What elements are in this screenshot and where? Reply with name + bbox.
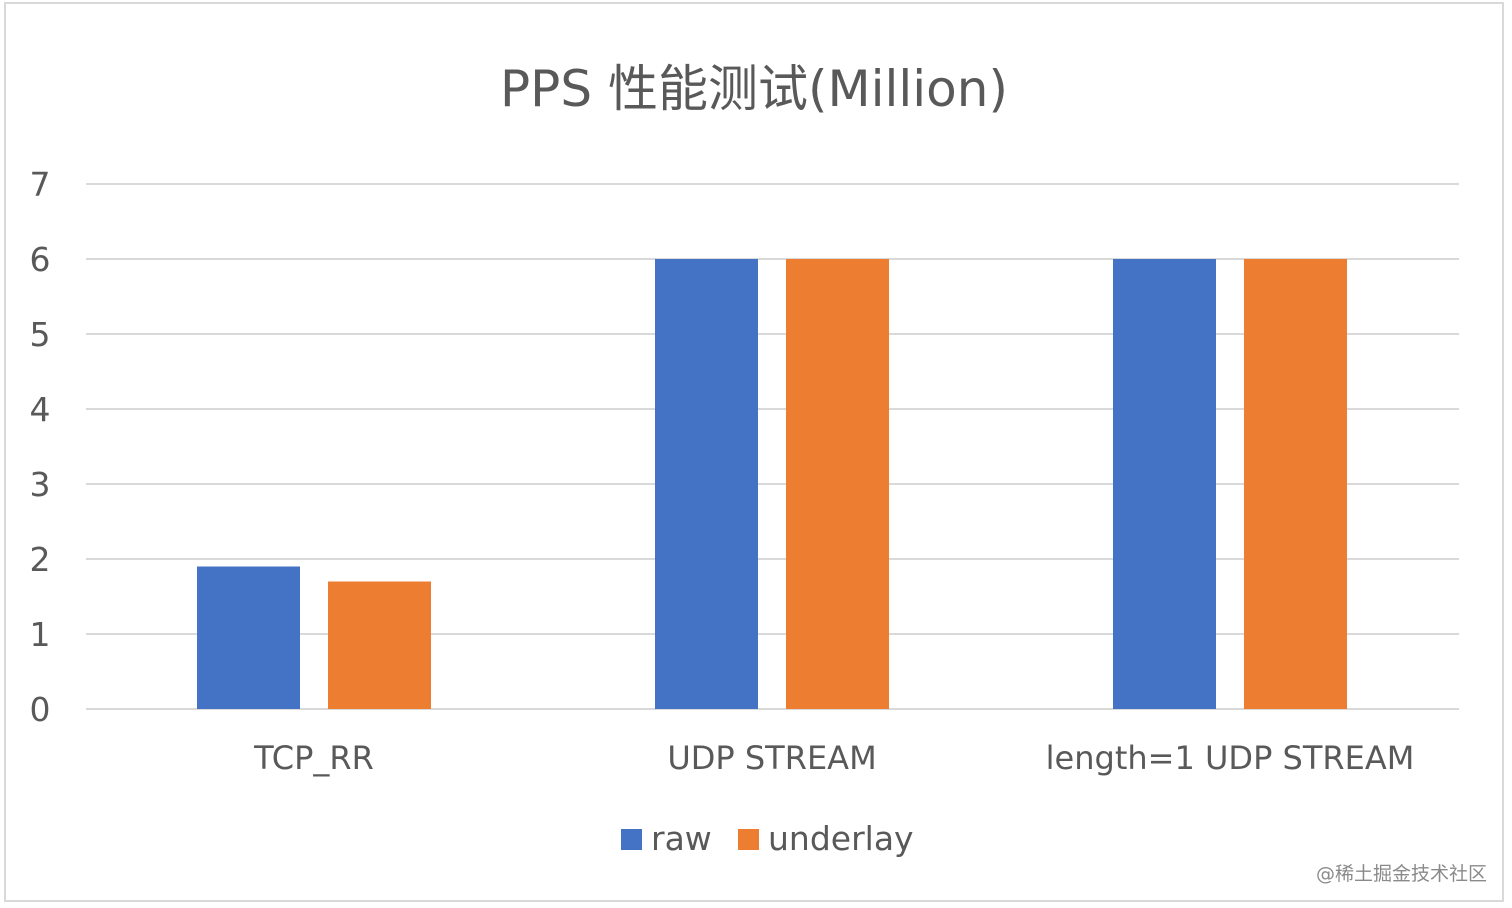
watermark-text: @稀土掘金技术社区: [1316, 863, 1487, 885]
bar-raw-1: [655, 259, 758, 709]
y-tick-label: 1: [30, 615, 51, 654]
x-axis-ticks: TCP_RR UDP STREAM length=1 UDP STREAM: [253, 739, 1414, 777]
bar-underlay-1: [786, 259, 889, 709]
bar-underlay-2: [1244, 259, 1347, 709]
x-tick-label: length=1 UDP STREAM: [1046, 739, 1415, 777]
bar-underlay-0: [328, 581, 431, 709]
legend: raw underlay: [621, 819, 914, 858]
bars: [197, 259, 1347, 709]
y-tick-label: 5: [30, 315, 51, 354]
bar-raw-0: [197, 566, 300, 709]
y-tick-label: 3: [30, 465, 51, 504]
x-tick-label: TCP_RR: [253, 739, 374, 777]
legend-label-raw: raw: [651, 819, 712, 858]
gridlines: [86, 183, 1459, 710]
bar-raw-2: [1113, 259, 1216, 709]
legend-swatch-raw: [621, 829, 642, 850]
y-tick-label: 4: [30, 390, 51, 429]
y-tick-label: 7: [30, 165, 51, 204]
x-tick-label: UDP STREAM: [667, 739, 876, 777]
chart-title: PPS 性能测试(Million): [500, 60, 1008, 118]
y-tick-label: 6: [30, 240, 51, 279]
y-tick-label: 2: [30, 540, 51, 579]
legend-swatch-underlay: [738, 829, 759, 850]
y-tick-label: 0: [30, 690, 51, 729]
y-axis-ticks: 0 1 2 3 4 5 6 7: [30, 165, 51, 729]
legend-label-underlay: underlay: [768, 819, 914, 858]
